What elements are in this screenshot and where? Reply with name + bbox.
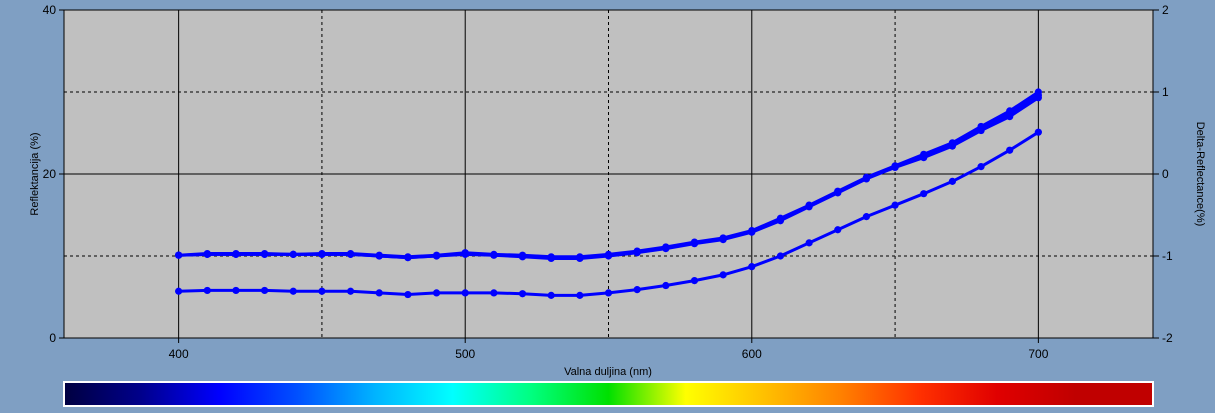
- y2-tick-label: -1: [1162, 249, 1173, 263]
- data-point: [404, 290, 412, 299]
- data-point: [346, 287, 355, 295]
- data-point: [690, 238, 699, 246]
- data-point: [432, 251, 441, 259]
- data-point: [289, 287, 297, 295]
- data-point: [948, 139, 956, 147]
- x-tick-label: 500: [455, 347, 475, 361]
- data-point: [490, 289, 498, 297]
- data-point: [948, 177, 956, 185]
- data-point: [318, 249, 326, 258]
- data-point: [719, 234, 727, 242]
- y-tick-label: 40: [43, 3, 57, 17]
- data-point: [748, 263, 756, 271]
- ticks: 400 500 600 700 0 20 40 -2 -1 0 1 2: [43, 3, 1173, 361]
- data-point: [261, 286, 269, 295]
- data-point: [834, 226, 842, 234]
- data-point: [920, 150, 928, 158]
- y-axis-label: Reflektancija (%): [29, 132, 41, 215]
- x-tick-label: 400: [169, 347, 189, 361]
- data-point: [404, 253, 412, 261]
- y2-tick-label: 1: [1162, 85, 1169, 99]
- y2-axis-label: Delta-Reflectance(%): [1194, 122, 1206, 227]
- data-point: [805, 239, 813, 247]
- data-point: [232, 286, 240, 295]
- data-point: [604, 289, 613, 297]
- data-point: [776, 252, 785, 260]
- data-point: [576, 291, 584, 299]
- data-point: [346, 249, 355, 258]
- x-tick-label: 700: [1028, 347, 1048, 361]
- series-layer: [175, 88, 1042, 299]
- y2-tick-label: -2: [1162, 331, 1173, 345]
- data-point: [633, 286, 641, 294]
- data-point: [318, 287, 326, 295]
- data-point: [1034, 88, 1042, 96]
- data-point: [891, 201, 899, 209]
- data-point: [862, 173, 871, 181]
- data-point: [261, 249, 269, 258]
- data-point: [719, 271, 727, 279]
- data-point: [805, 201, 813, 209]
- data-point: [461, 249, 469, 257]
- y-tick-label: 0: [49, 331, 56, 345]
- data-point: [748, 226, 756, 235]
- x-tick-label: 600: [742, 347, 762, 361]
- data-point: [576, 253, 584, 261]
- spectrum-bar: [63, 381, 1154, 407]
- data-point: [490, 250, 498, 258]
- series-4: [175, 128, 1042, 299]
- data-point: [891, 162, 899, 170]
- data-point: [604, 250, 613, 258]
- data-point: [1006, 107, 1014, 115]
- data-point: [461, 289, 469, 297]
- data-point: [547, 291, 555, 299]
- data-point: [662, 243, 670, 251]
- data-point: [1034, 128, 1042, 136]
- data-point: [432, 289, 441, 297]
- data-point: [547, 253, 555, 261]
- data-point: [920, 190, 928, 198]
- data-point: [232, 249, 240, 258]
- data-point: [834, 187, 842, 195]
- data-point: [375, 289, 383, 297]
- data-point: [203, 249, 211, 258]
- data-point: [203, 286, 211, 295]
- y-tick-label: 20: [43, 167, 57, 181]
- x-axis-label: Valna duljina (nm): [564, 366, 652, 378]
- data-point: [175, 287, 183, 295]
- data-point: [518, 251, 527, 259]
- data-point: [289, 250, 297, 258]
- data-point: [776, 214, 785, 222]
- series-3: [175, 88, 1042, 261]
- y2-tick-label: 0: [1162, 167, 1169, 181]
- data-point: [375, 251, 383, 259]
- data-point: [662, 281, 670, 290]
- data-point: [862, 213, 871, 221]
- data-point: [633, 247, 641, 255]
- data-point: [1006, 146, 1014, 154]
- data-point: [977, 122, 985, 131]
- y2-tick-label: 2: [1162, 3, 1169, 17]
- data-point: [690, 277, 699, 285]
- data-point: [518, 290, 527, 298]
- data-point: [175, 251, 183, 259]
- data-point: [977, 163, 985, 171]
